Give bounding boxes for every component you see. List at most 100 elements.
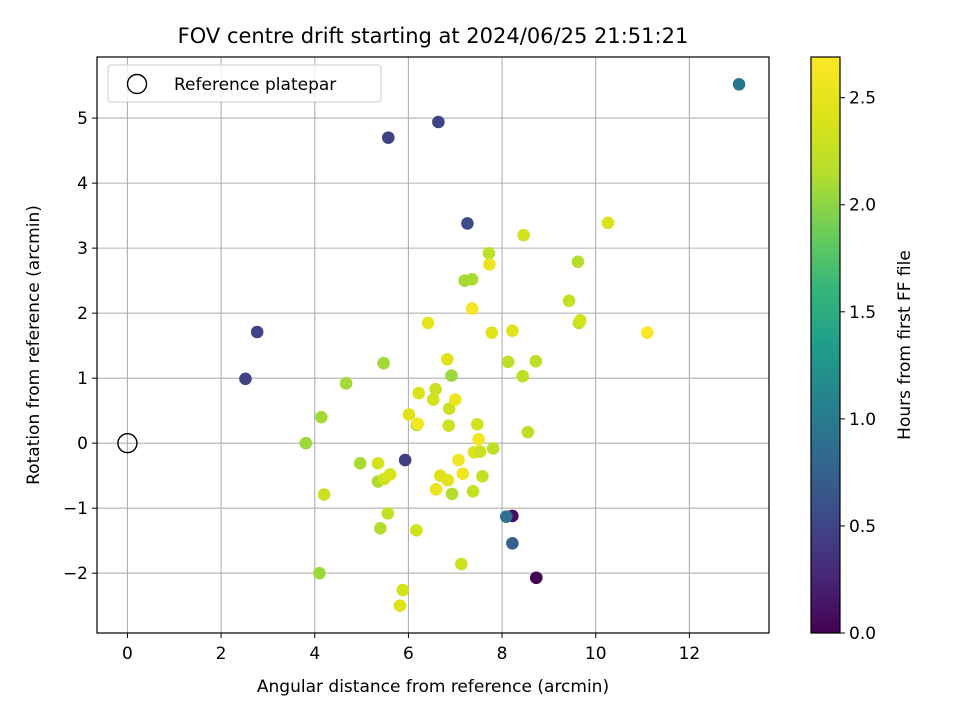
data-point (455, 557, 468, 571)
scatter-points (239, 78, 746, 612)
grid (97, 57, 769, 633)
data-point (445, 487, 459, 501)
data-point (441, 473, 455, 487)
data-point (448, 393, 462, 406)
data-point (640, 326, 654, 339)
data-point (421, 316, 435, 330)
data-point (506, 324, 519, 337)
data-point (452, 453, 465, 467)
data-point (371, 457, 385, 470)
data-point (313, 566, 326, 580)
y-tick-label: −2 (63, 564, 88, 584)
data-point (442, 419, 455, 432)
data-point (411, 417, 425, 430)
data-point (429, 382, 442, 396)
data-point (432, 115, 445, 129)
data-point (465, 273, 479, 286)
data-point (402, 408, 416, 421)
data-point (486, 442, 500, 455)
colorbar-tick-label: 2.5 (849, 89, 876, 109)
y-tick-label: 3 (77, 239, 88, 259)
data-point (383, 468, 397, 481)
data-point (456, 467, 470, 481)
x-tick-label: 12 (679, 644, 701, 664)
data-point (470, 418, 484, 431)
reference-platepar-marker (117, 432, 138, 454)
data-point (499, 510, 513, 523)
data-point (396, 583, 410, 597)
x-tick-label: 2 (216, 644, 227, 664)
data-point (601, 216, 615, 230)
y-tick-label: 2 (77, 304, 88, 324)
data-point (381, 507, 395, 520)
data-point (732, 78, 746, 91)
colorbar-tick-label: 0.5 (849, 517, 876, 537)
colorbar-tick-label: 1.0 (849, 410, 876, 430)
reference-marker-group (117, 432, 138, 454)
data-point (445, 369, 458, 382)
data-point (410, 523, 423, 537)
x-tick-label: 0 (122, 644, 133, 664)
data-point (473, 445, 487, 458)
colorbar-ticks: 0.0 0.5 1.0 1.5 2.0 2.5 (840, 89, 876, 644)
colorbar-tick-label: 0.0 (849, 624, 876, 644)
colorbar (810, 56, 841, 634)
data-point (472, 432, 485, 446)
data-point (529, 354, 543, 368)
data-point (393, 599, 407, 612)
data-point (529, 571, 543, 585)
data-point (412, 386, 426, 400)
y-axis-label: Rotation from reference (arcmin) (24, 205, 44, 485)
colorbar-label: Hours from first FF file (895, 250, 915, 440)
data-point (317, 488, 331, 501)
data-point (482, 247, 496, 260)
x-tick-label: 6 (403, 644, 414, 664)
data-point (501, 355, 515, 369)
data-point (571, 255, 585, 269)
data-point (381, 131, 395, 144)
y-tick-label: 4 (77, 174, 88, 194)
colorbar-tick-label: 1.5 (849, 303, 876, 323)
data-point (299, 436, 313, 450)
data-point (466, 484, 480, 498)
y-axis-ticks: −2 −1 0 1 2 3 4 5 (63, 109, 97, 584)
data-point (476, 470, 489, 483)
data-point (426, 393, 440, 406)
data-point (562, 294, 576, 308)
data-point (239, 372, 252, 386)
colorbar-tick-label: 2.0 (849, 196, 876, 216)
data-point (461, 217, 474, 230)
data-point (442, 402, 456, 416)
data-point (429, 483, 443, 496)
data-point (353, 457, 367, 470)
x-tick-label: 10 (585, 644, 607, 664)
data-point (440, 353, 454, 366)
data-point (465, 302, 479, 315)
data-point (483, 258, 496, 271)
legend: Reference platepar (107, 64, 382, 103)
data-point (374, 522, 387, 535)
data-point (377, 356, 390, 370)
legend-marker-circle (126, 73, 148, 95)
x-tick-label: 4 (309, 644, 320, 664)
x-axis-label: Angular distance from reference (arcmin) (257, 677, 609, 697)
y-tick-label: 0 (77, 434, 88, 454)
data-point (485, 326, 499, 339)
data-point (250, 325, 264, 339)
y-tick-label: 1 (77, 369, 88, 389)
x-tick-label: 8 (497, 644, 508, 664)
legend-entry-reference-platepar: Reference platepar (174, 75, 336, 95)
legend-box (107, 64, 382, 103)
y-tick-label: −1 (63, 499, 88, 519)
data-point (339, 377, 353, 390)
chart-title: FOV centre drift starting at 2024/06/25 … (178, 24, 689, 48)
data-point (398, 453, 412, 467)
x-axis-ticks: 0 2 4 6 8 10 12 (122, 633, 700, 664)
plot-frame (96, 56, 770, 634)
data-point (315, 410, 328, 424)
data-point (517, 228, 530, 242)
data-point (521, 425, 535, 439)
data-point (573, 313, 587, 327)
